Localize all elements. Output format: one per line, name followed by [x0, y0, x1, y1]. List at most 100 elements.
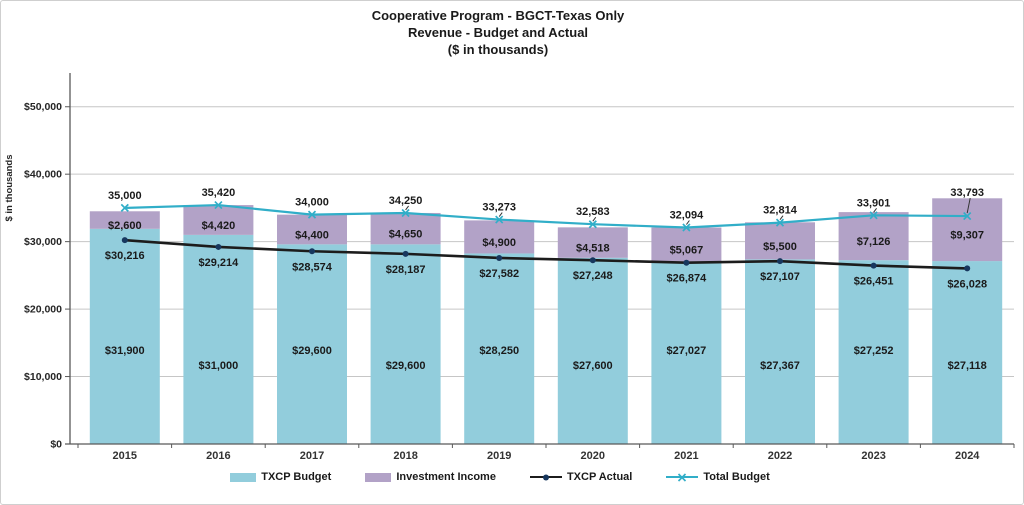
marker-total-budget-x	[588, 220, 597, 229]
data-label-txcp-budget: $27,252	[854, 345, 894, 357]
label-leader-line	[498, 212, 503, 217]
data-label-txcp-actual: $26,451	[854, 276, 894, 288]
data-label-txcp-budget: $27,600	[573, 360, 613, 372]
marker-total-budget-x	[495, 215, 504, 224]
bar-txcp-budget-2015	[89, 228, 160, 444]
bar-investment-income-2016	[183, 205, 254, 235]
marker-total-budget-x	[869, 211, 878, 220]
data-label-investment-income: $4,518	[576, 243, 610, 255]
data-label-txcp-budget: $31,900	[105, 345, 145, 357]
y-axis-tick-label: $20,000	[24, 304, 62, 316]
marker-txcp-actual-dot	[309, 248, 315, 255]
marker-total-budget-x	[214, 200, 223, 210]
x-axis-label-2023: 2023	[861, 450, 885, 462]
legend-swatch	[365, 472, 392, 482]
y-axis-tick-label: $30,000	[24, 236, 62, 248]
label-leader-line	[686, 220, 690, 225]
legend-dot-marker	[542, 474, 549, 480]
data-label-txcp-budget: $29,600	[386, 360, 426, 372]
data-label-investment-income: $2,600	[108, 220, 142, 232]
marker-txcp-actual-dot	[777, 258, 783, 265]
data-label-total-budget: 33,901	[857, 197, 891, 209]
bar-investment-income-2020	[557, 227, 628, 258]
marker-txcp-actual-dot	[496, 254, 503, 261]
bar-investment-income-2018	[370, 212, 441, 245]
marker-txcp-actual-dot	[964, 265, 971, 272]
label-leader-line	[405, 205, 410, 211]
bar-txcp-budget-2019	[464, 253, 535, 444]
legend-item-total-budget: Total Budget	[666, 471, 770, 483]
legend-item-investment-income: Investment Income	[365, 471, 496, 483]
marker-total-budget-x	[401, 208, 410, 218]
x-axis-label-2022: 2022	[768, 450, 792, 462]
marker-txcp-actual-dot	[683, 259, 690, 266]
data-label-txcp-budget: $28,250	[479, 345, 519, 357]
chart-title-line2: Revenue - Budget and Actual	[407, 25, 589, 40]
x-axis-label-2015: 2015	[113, 450, 137, 462]
marker-txcp-actual-dot	[215, 243, 222, 250]
legend-label: TXCP Actual	[566, 471, 633, 483]
x-axis-label-2018: 2018	[393, 450, 417, 462]
bar-txcp-budget-2024	[932, 261, 1003, 444]
label-leader-line	[592, 216, 597, 222]
y-axis-tick-label: $0	[50, 439, 62, 451]
data-label-investment-income: $4,900	[482, 237, 516, 249]
data-label-investment-income: $4,420	[202, 220, 236, 232]
marker-txcp-actual-dot	[589, 257, 596, 264]
chart-title-line3: ($ in thousands)	[447, 42, 549, 57]
data-label-txcp-budget: $27,118	[948, 360, 987, 372]
line-txcp-actual	[124, 238, 968, 270]
data-label-investment-income: $9,307	[950, 230, 984, 242]
marker-txcp-actual-dot	[121, 237, 128, 244]
data-label-investment-income: $4,400	[295, 229, 329, 241]
bar-txcp-budget-2023	[838, 260, 909, 444]
marker-total-budget-x	[307, 210, 317, 219]
bar-txcp-budget-2016	[183, 234, 254, 444]
bar-txcp-budget-2017	[277, 244, 347, 444]
bar-txcp-budget-2021	[651, 261, 722, 444]
marker-total-budget-x	[682, 223, 691, 232]
label-leader-line	[966, 197, 971, 214]
data-label-investment-income: $5,500	[763, 241, 797, 253]
data-label-txcp-actual: $26,028	[947, 278, 987, 290]
marker-txcp-actual-dot	[870, 262, 877, 269]
data-label-txcp-actual: $28,574	[292, 261, 333, 273]
bar-investment-income-2021	[651, 227, 722, 262]
data-label-total-budget: 32,583	[576, 206, 610, 218]
chart-title-line1: Cooperative Program - BGCT-Texas Only	[371, 8, 625, 23]
legend-line-x	[666, 472, 699, 483]
data-label-investment-income: $5,067	[670, 245, 704, 257]
bar-investment-income-2024	[932, 198, 1003, 262]
data-label-total-budget: 34,250	[389, 195, 423, 207]
label-leader-line	[873, 208, 877, 213]
bar-txcp-budget-2022	[745, 259, 815, 444]
bar-investment-income-2023	[838, 212, 909, 261]
legend-line-dot	[529, 472, 562, 483]
data-label-total-budget: 33,793	[950, 187, 984, 199]
x-axis-label-2024: 2024	[955, 450, 980, 462]
data-label-total-budget: 35,420	[202, 187, 236, 199]
bar-investment-income-2022	[745, 222, 815, 260]
legend-label: TXCP Budget	[261, 471, 332, 483]
data-label-txcp-budget: $27,027	[667, 345, 707, 357]
chart-title: Cooperative Program - BGCT-Texas Only Re…	[1, 7, 1009, 58]
data-label-total-budget: 32,094	[670, 210, 705, 222]
data-label-txcp-actual: $27,582	[479, 268, 519, 280]
marker-total-budget-x	[775, 218, 785, 227]
data-label-txcp-actual: $30,216	[105, 250, 145, 262]
y-axis-tick-label: $50,000	[24, 101, 62, 113]
bar-txcp-budget-2018	[370, 244, 441, 444]
data-label-txcp-actual: $27,107	[760, 271, 800, 283]
x-axis-label-2020: 2020	[581, 450, 605, 462]
legend-label: Investment Income	[396, 471, 496, 483]
x-axis-label-2021: 2021	[674, 450, 698, 462]
legend-x-marker	[678, 472, 687, 482]
x-axis-label-2016: 2016	[206, 450, 230, 462]
data-label-txcp-actual: $28,187	[386, 264, 426, 276]
bar-investment-income-2017	[277, 214, 347, 245]
marker-total-budget-x	[120, 203, 129, 213]
data-label-investment-income: $4,650	[389, 229, 423, 241]
data-label-txcp-budget: $31,000	[199, 360, 239, 372]
